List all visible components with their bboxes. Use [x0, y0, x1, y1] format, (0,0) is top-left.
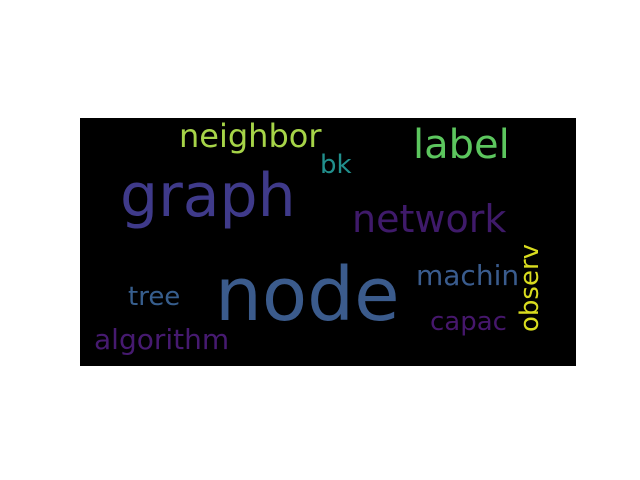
word-neighbor: neighbor: [179, 117, 322, 155]
word-cloud: neighbor label bk graph network node mac…: [80, 118, 576, 366]
word-algorithm: algorithm: [94, 323, 230, 356]
word-node: node: [215, 252, 400, 338]
word-bk: bk: [320, 150, 352, 180]
word-capac: capac: [430, 307, 507, 337]
word-observ: observ: [515, 243, 545, 332]
word-graph: graph: [120, 161, 296, 231]
word-label: label: [413, 122, 510, 168]
word-network: network: [352, 197, 507, 241]
word-tree: tree: [128, 282, 181, 312]
word-machin: machin: [416, 259, 520, 292]
